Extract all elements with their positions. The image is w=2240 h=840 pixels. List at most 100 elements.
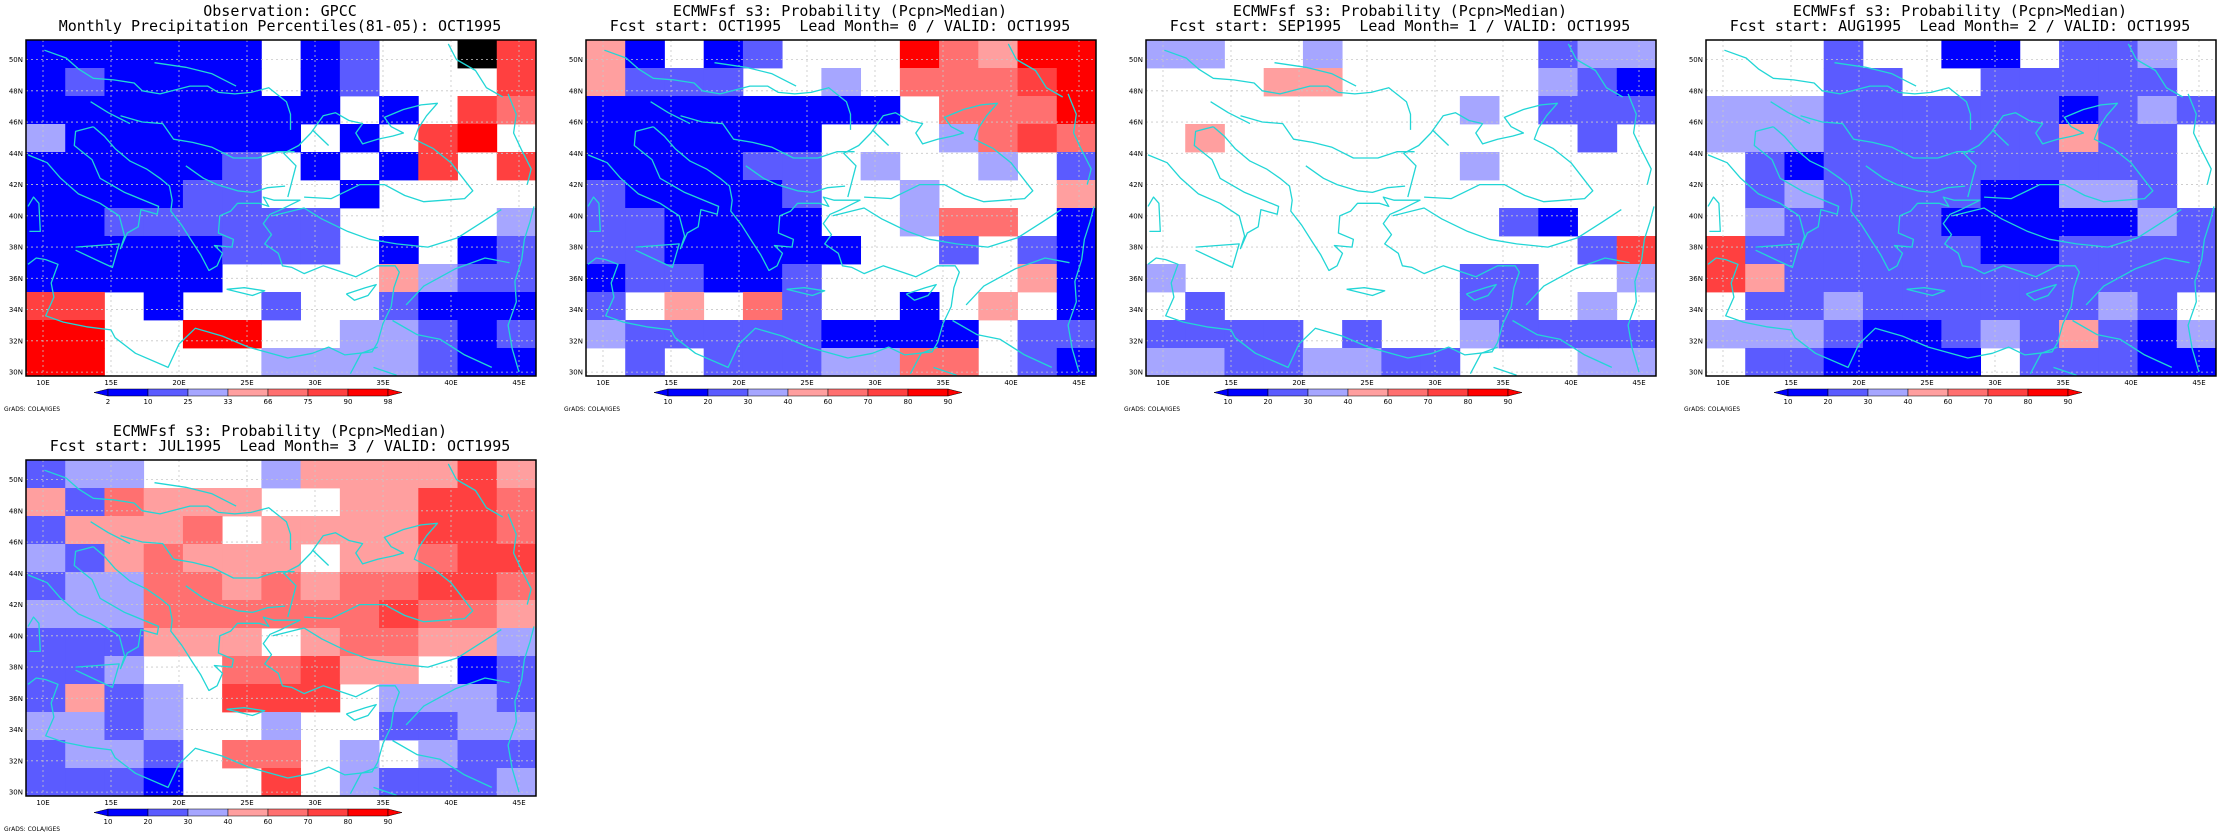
- grid-cell: [65, 516, 105, 545]
- grid-cell: [496, 712, 537, 741]
- coastline: [154, 482, 237, 507]
- grid-cell: [586, 124, 626, 153]
- grid-cell: [782, 208, 822, 237]
- lat-label-34n: 34N: [9, 306, 23, 314]
- lon-label-15e: 15E: [664, 379, 677, 387]
- lon-label-20e: 20E: [732, 379, 745, 387]
- grid-cell: [2098, 124, 2138, 153]
- grid-cell: [899, 40, 940, 69]
- grid-cell: [418, 488, 458, 517]
- colorbar-segment: [1427, 388, 1469, 397]
- grid-cell: [143, 124, 184, 153]
- grid-cell: [2137, 96, 2178, 125]
- grid-cell: [457, 320, 498, 349]
- colorbar-tick-label: 10: [144, 398, 153, 406]
- colorbar-segment: [1227, 388, 1269, 397]
- colorbar-segment: [227, 388, 269, 397]
- grid-cell: [457, 572, 498, 601]
- colorbar-tick-label: 98: [384, 398, 393, 406]
- grid-cell: [664, 320, 705, 349]
- grid-cells: [26, 460, 537, 797]
- grid-cell: [104, 264, 145, 293]
- grid-cell: [1745, 236, 1785, 265]
- grid-cell: [2098, 68, 2138, 97]
- grid-cell: [496, 292, 537, 321]
- colorbar-tick-label: 70: [1984, 398, 1993, 406]
- probability-map: 50N 48N 46N 44N 42N 40N 38N 36N 34N 32N 30N 10E 15E 2…: [1684, 39, 2217, 413]
- colorbar-tick-label: 30: [1304, 398, 1313, 406]
- grid-cell: [1823, 96, 1864, 125]
- grid-cell: [1784, 292, 1825, 321]
- grid-cell: [143, 516, 184, 545]
- grid-cell: [978, 40, 1018, 69]
- colorbar-segment: [227, 808, 269, 817]
- coastline: [44, 49, 292, 130]
- grid-cell: [339, 628, 380, 657]
- grid-cell: [261, 460, 302, 489]
- colorbar-high-arrow: [387, 388, 403, 397]
- colorbar-tick-label: 40: [224, 818, 233, 826]
- grid-cell: [1784, 348, 1825, 377]
- grid-cell: [625, 96, 665, 125]
- colorbar-segment: [187, 808, 229, 817]
- grid-cell: [899, 348, 940, 377]
- coastline: [1007, 43, 1064, 98]
- grid-cell: [104, 684, 145, 713]
- grid-cell: [65, 348, 105, 377]
- colorbar-low-arrow: [1773, 388, 1789, 397]
- colorbar-tick-label: 66: [264, 398, 273, 406]
- grid-cell: [182, 208, 223, 237]
- graticule: [26, 460, 536, 796]
- grid-cell: [2019, 348, 2060, 377]
- grid-cell: [339, 348, 380, 377]
- grid-cell: [143, 236, 184, 265]
- colorbar-segment: [267, 388, 309, 397]
- grid-cell: [65, 96, 105, 125]
- grid-cell: [26, 488, 66, 517]
- grid-cell: [782, 292, 822, 321]
- lat-label-46n: 46N: [9, 539, 23, 547]
- lat-label-36n: 36N: [1129, 275, 1143, 283]
- grid-cell: [222, 124, 262, 153]
- grid-cell: [339, 40, 380, 69]
- coastline: [311, 549, 330, 566]
- grid-cell: [379, 488, 419, 517]
- grid-cell: [1538, 68, 1578, 97]
- grid-cell: [26, 320, 66, 349]
- coastline: [283, 102, 474, 203]
- coastline: [635, 243, 680, 269]
- grid-cell: [418, 740, 458, 769]
- colorbar-low-arrow: [93, 808, 109, 817]
- colorbar-tick-label: 40: [1344, 398, 1353, 406]
- grid-cell: [182, 572, 223, 601]
- colorbar-tick-label: 90: [384, 818, 393, 826]
- coastline: [1164, 49, 1412, 130]
- colorbar-tick-label: 10: [664, 398, 673, 406]
- grid-cell: [1017, 320, 1058, 349]
- grid-cell: [26, 96, 66, 125]
- colorbar-segment: [1867, 388, 1909, 397]
- grid-cell: [1862, 124, 1903, 153]
- grid-cell: [104, 768, 145, 797]
- grid-cell: [1056, 68, 1097, 97]
- grid-cell: [379, 544, 419, 573]
- grid-cell: [978, 208, 1018, 237]
- lon-label-35e: 35E: [2056, 379, 2069, 387]
- grid-cell: [182, 516, 223, 545]
- grid-cell: [65, 236, 105, 265]
- grid-cell: [625, 236, 665, 265]
- grid-cell: [782, 124, 822, 153]
- coastline: [1770, 101, 1811, 125]
- grid-cell: [261, 208, 302, 237]
- grid-cell: [2137, 320, 2178, 349]
- plot-frame: [585, 39, 1097, 377]
- lat-label-42n: 42N: [1689, 181, 1703, 189]
- grid-cell: [742, 208, 783, 237]
- coastline: [154, 62, 237, 87]
- grid-cell: [586, 40, 626, 69]
- grid-cell: [457, 544, 498, 573]
- grid-cell: [1902, 96, 1942, 125]
- grid-cell: [182, 124, 223, 153]
- colorbar-segment: [1267, 388, 1309, 397]
- grid-cell: [1499, 208, 1539, 237]
